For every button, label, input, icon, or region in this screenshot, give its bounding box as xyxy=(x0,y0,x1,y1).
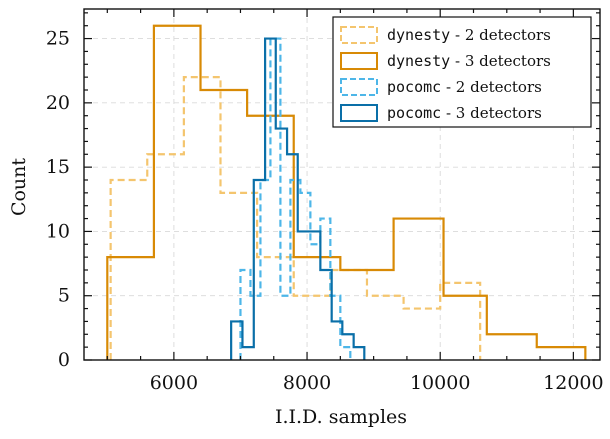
legend-detector-label: - 3 detectors xyxy=(450,52,551,70)
legend-detector-label: - 3 detectors xyxy=(441,104,542,122)
y-tick-label: 25 xyxy=(46,28,70,50)
histogram-series-pocomc-3-detectors xyxy=(230,37,366,360)
legend-swatch xyxy=(340,52,378,70)
series-layer xyxy=(106,24,587,360)
y-tick-label: 20 xyxy=(46,92,70,114)
legend-code-name: pocomc xyxy=(387,104,441,122)
y-axis-label: Count xyxy=(8,158,30,216)
legend-detector-label: - 2 detectors xyxy=(450,26,551,44)
x-axis-label: I.I.D. samples xyxy=(275,406,407,428)
y-tick-label: 0 xyxy=(58,349,70,371)
plot-frame xyxy=(83,8,601,361)
y-tick-label: 10 xyxy=(46,220,70,242)
histogram-series-dynesty-2-detectors xyxy=(109,76,482,360)
x-tick-label: 6000 xyxy=(150,372,198,394)
x-tick-label: 10000 xyxy=(410,372,470,394)
x-tick-label: 8000 xyxy=(283,372,331,394)
legend-swatch xyxy=(340,104,378,122)
histogram-series-dynesty-3-detectors xyxy=(106,24,587,360)
legend-code-name: dynesty xyxy=(387,52,450,70)
y-tick-label: 15 xyxy=(46,156,70,178)
legend-swatch xyxy=(340,78,378,96)
legend-code-name: pocomc xyxy=(387,78,441,96)
tick-layer: 6000 8000 10000 12000 0 5 10 15 20 25 xyxy=(46,9,604,394)
legend-entry-label: dynesty - 3 detectors xyxy=(387,52,551,70)
legend-swatch xyxy=(340,26,378,44)
x-tick-label: 12000 xyxy=(543,372,603,394)
legend-entry-label: dynesty - 2 detectors xyxy=(387,26,551,44)
legend-code-name: dynesty xyxy=(387,26,450,44)
y-tick-label: 5 xyxy=(58,285,70,307)
legend-entry-label: pocomc - 3 detectors xyxy=(387,104,542,122)
legend-entry-label: pocomc - 2 detectors xyxy=(387,78,542,96)
legend-detector-label: - 2 detectors xyxy=(441,78,542,96)
